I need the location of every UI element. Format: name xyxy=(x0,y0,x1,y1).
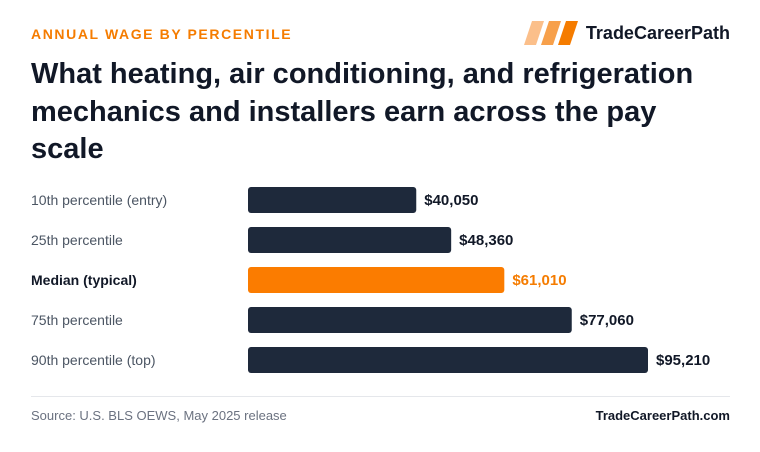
source-note: Source: U.S. BLS OEWS, May 2025 release xyxy=(31,408,287,423)
value-label: $40,050 xyxy=(424,192,478,209)
chart-kicker: ANNUAL WAGE BY PERCENTILE xyxy=(31,26,293,42)
bar xyxy=(248,267,505,293)
bar xyxy=(248,227,452,253)
value-label: $77,060 xyxy=(580,312,634,329)
footer-brand[interactable]: TradeCareerPath.com xyxy=(595,408,730,423)
category-label: Median (typical) xyxy=(31,272,137,288)
bar-chart: 10th percentile (entry) $40,050 25th perce… xyxy=(31,187,710,373)
divider xyxy=(31,396,730,397)
chart-title: What heating, air conditioning, and refr… xyxy=(31,58,694,166)
category-label: 75th percentile xyxy=(31,312,123,328)
bar xyxy=(248,187,417,213)
value-label: $48,360 xyxy=(459,232,513,249)
category-label: 25th percentile xyxy=(31,232,123,248)
slanted-stripes-icon xyxy=(523,21,578,45)
value-label: $95,210 xyxy=(656,352,710,369)
value-label: $61,010 xyxy=(512,272,566,289)
brand-name: TradeCareerPath xyxy=(585,22,730,43)
brand: TradeCareerPath xyxy=(523,20,730,46)
bar xyxy=(248,307,572,333)
category-label: 90th percentile (top) xyxy=(31,352,156,368)
bar xyxy=(248,347,648,373)
category-label: 10th percentile (entry) xyxy=(31,192,167,208)
